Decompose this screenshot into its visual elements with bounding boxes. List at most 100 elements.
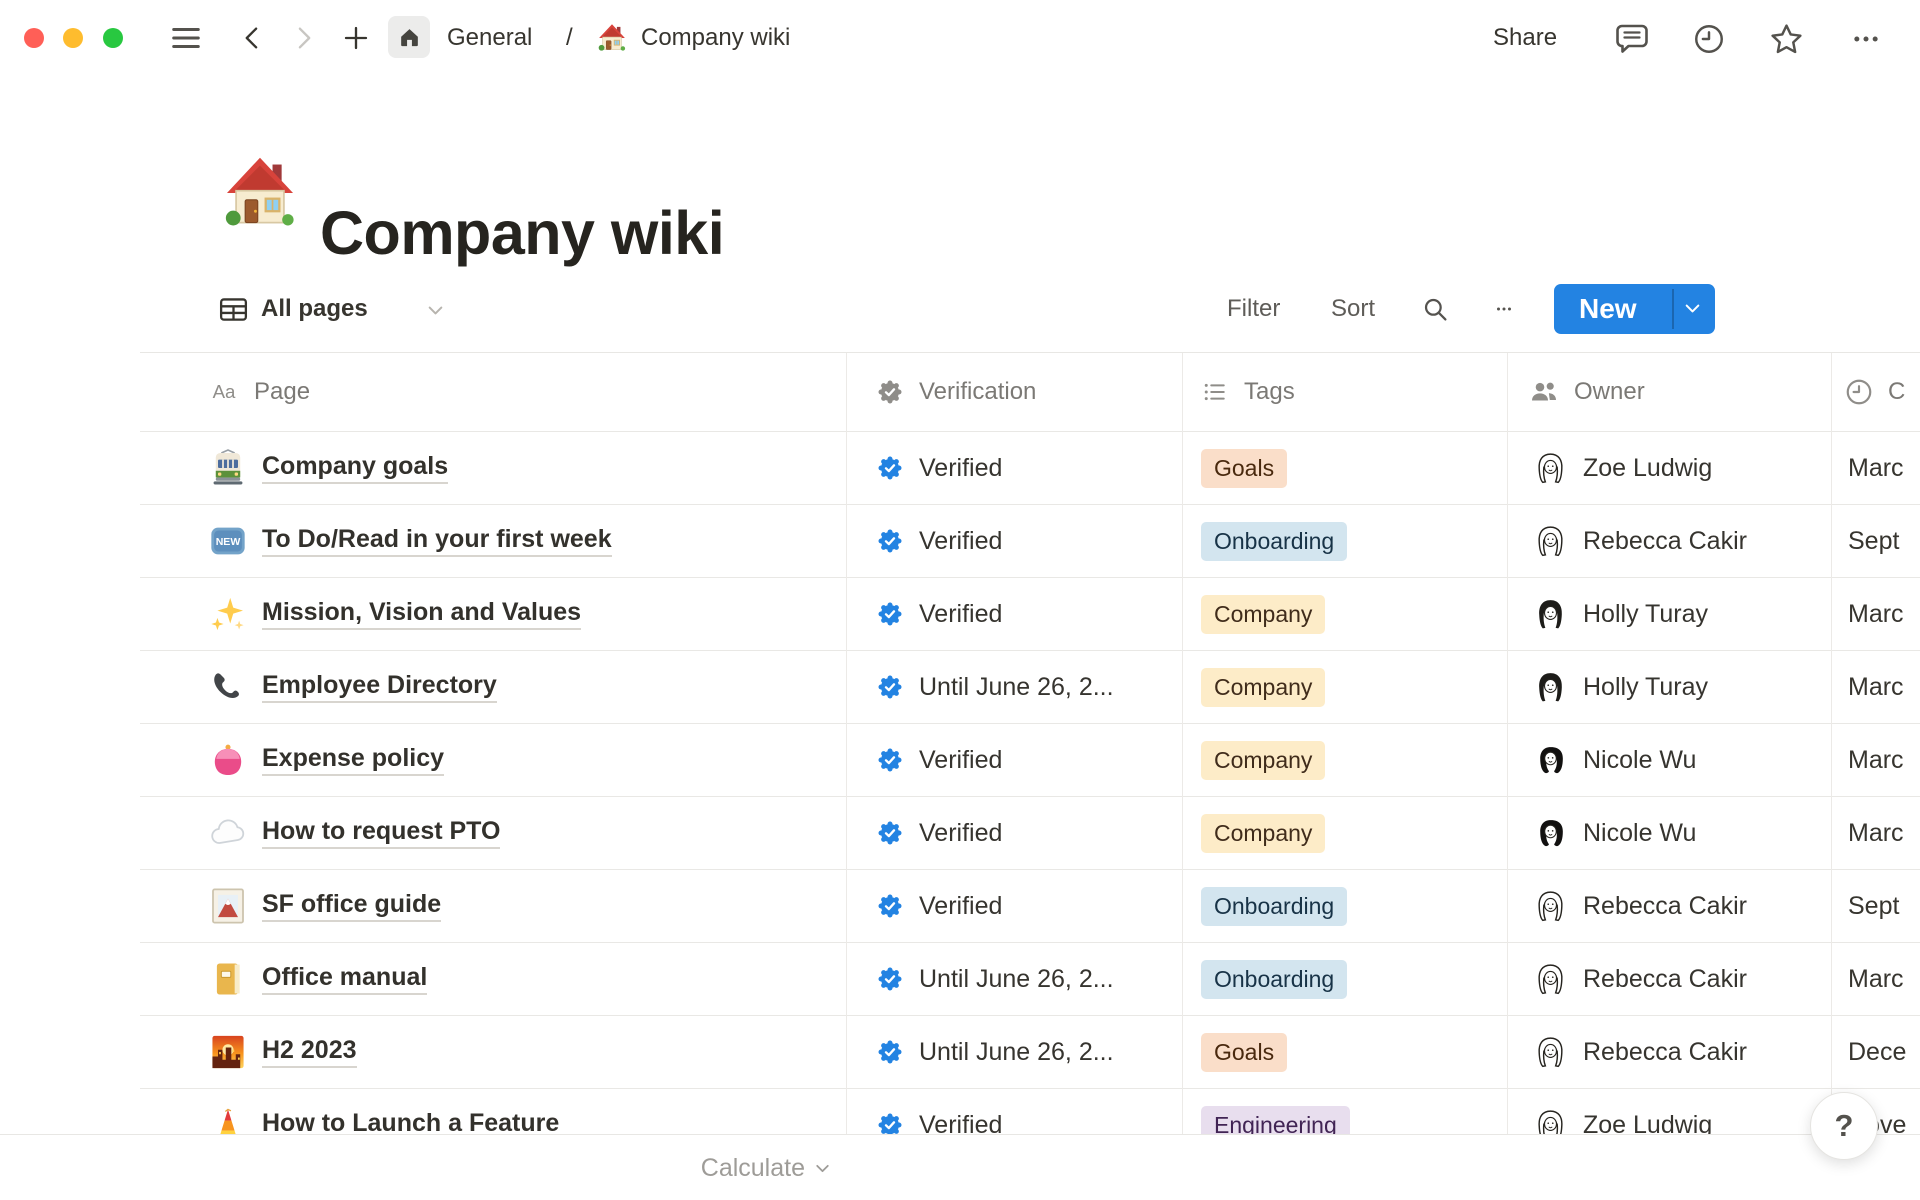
owner-cell[interactable]: Zoe Ludwig — [1532, 1089, 1712, 1135]
traffic-light-close[interactable] — [24, 28, 44, 48]
page-cell[interactable]: Mission, Vision and Values — [208, 578, 582, 650]
owner-cell[interactable]: Holly Turay — [1532, 578, 1708, 650]
page-cell[interactable]: H2 2023 — [208, 1016, 357, 1088]
tag-pill[interactable]: Company — [1201, 813, 1326, 853]
share-button[interactable]: Share — [1493, 24, 1558, 51]
owner-cell[interactable]: Zoe Ludwig — [1532, 432, 1712, 504]
comment-icon[interactable] — [1613, 20, 1651, 56]
tag-pill[interactable]: Company — [1201, 594, 1326, 634]
created-cell[interactable]: Dece — [1848, 1037, 1907, 1066]
verification-cell[interactable]: Verified — [875, 432, 1002, 504]
new-button[interactable]: New — [1554, 284, 1715, 334]
back-icon[interactable] — [238, 22, 268, 54]
tags-cell[interactable]: Onboarding — [1201, 943, 1348, 1015]
created-cell[interactable]: Marc — [1848, 672, 1904, 701]
tags-cell[interactable]: Goals — [1201, 432, 1288, 504]
owner-cell[interactable]: Rebecca Cakir — [1532, 1016, 1747, 1088]
page-title[interactable]: Company wiki — [320, 198, 725, 267]
column-header-verification[interactable]: Verification — [875, 353, 1036, 431]
page-title-link[interactable]: Office manual — [262, 963, 428, 995]
page-cell[interactable]: SF office guide — [208, 870, 442, 942]
history-clock-icon[interactable] — [1691, 21, 1727, 57]
created-cell[interactable]: Marc — [1848, 599, 1904, 628]
tag-pill[interactable]: Goals — [1201, 1032, 1288, 1072]
tag-pill[interactable]: Company — [1201, 667, 1326, 707]
verification-cell[interactable]: Verified — [875, 1089, 1002, 1135]
table-row[interactable]: How to Launch a Feature Verified Enginee… — [140, 1089, 1920, 1135]
more-ellipsis-icon[interactable] — [1482, 300, 1526, 318]
page-title-link[interactable]: How to Launch a Feature — [262, 1109, 559, 1135]
home-icon[interactable] — [388, 16, 430, 58]
tags-cell[interactable]: Onboarding — [1201, 505, 1348, 577]
tags-cell[interactable]: Engineering — [1201, 1089, 1350, 1135]
verification-cell[interactable]: Verified — [875, 870, 1002, 942]
table-row[interactable]: SF office guide Verified Onboarding Rebe… — [140, 870, 1920, 943]
page-title-link[interactable]: Expense policy — [262, 744, 445, 776]
tags-cell[interactable]: Company — [1201, 724, 1326, 796]
table-row[interactable]: Employee Directory Until June 26, 2... C… — [140, 651, 1920, 724]
table-row[interactable]: Expense policy Verified Company Nicole W… — [140, 724, 1920, 797]
column-header-page[interactable]: Page — [208, 353, 310, 431]
tag-pill[interactable]: Company — [1201, 740, 1326, 780]
column-header-owner[interactable]: Owner — [1528, 353, 1645, 431]
table-row[interactable]: Office manual Until June 26, 2... Onboar… — [140, 943, 1920, 1016]
table-row[interactable]: Mission, Vision and Values Verified Comp… — [140, 578, 1920, 651]
page-title-link[interactable]: Employee Directory — [262, 671, 497, 703]
breadcrumb-page[interactable]: Company wiki — [641, 24, 791, 51]
view-tab-all-pages[interactable]: All pages — [261, 295, 368, 322]
page-title-link[interactable]: Company goals — [262, 452, 449, 484]
page-title-link[interactable]: How to request PTO — [262, 817, 501, 849]
page-title-link[interactable]: H2 2023 — [262, 1036, 357, 1068]
owner-cell[interactable]: Nicole Wu — [1532, 724, 1696, 796]
breadcrumb-teamspace[interactable]: General — [447, 24, 533, 51]
tag-pill[interactable]: Onboarding — [1201, 959, 1348, 999]
column-header-created[interactable]: C — [1844, 353, 1905, 431]
star-favorite-icon[interactable] — [1767, 20, 1805, 58]
created-cell[interactable]: Sept — [1848, 526, 1900, 555]
verification-cell[interactable]: Verified — [875, 578, 1002, 650]
owner-cell[interactable]: Rebecca Cakir — [1532, 870, 1747, 942]
tags-cell[interactable]: Company — [1201, 651, 1326, 723]
help-button[interactable]: ? — [1810, 1092, 1878, 1160]
table-row[interactable]: Company goals Verified Goals Zoe Ludwig … — [140, 432, 1920, 505]
forward-icon[interactable] — [288, 22, 318, 54]
verification-cell[interactable]: Verified — [875, 797, 1002, 869]
more-ellipsis-icon[interactable] — [1845, 24, 1887, 54]
page-cell[interactable]: Office manual — [208, 943, 428, 1015]
table-row[interactable]: How to request PTO Verified Company Nico… — [140, 797, 1920, 870]
page-cell[interactable]: Company goals — [208, 432, 449, 504]
calculate-button[interactable]: Calculate — [140, 1135, 832, 1200]
page-title-link[interactable]: To Do/Read in your first week — [262, 525, 612, 557]
tag-pill[interactable]: Engineering — [1201, 1105, 1350, 1135]
owner-cell[interactable]: Rebecca Cakir — [1532, 943, 1747, 1015]
created-cell[interactable]: Marc — [1848, 745, 1904, 774]
created-cell[interactable]: Marc — [1848, 818, 1904, 847]
page-cell[interactable]: How to Launch a Feature — [208, 1089, 559, 1135]
tag-pill[interactable]: Onboarding — [1201, 521, 1348, 561]
page-cell[interactable]: Employee Directory — [208, 651, 497, 723]
tag-pill[interactable]: Goals — [1201, 448, 1288, 488]
house-emoji[interactable] — [219, 152, 301, 234]
traffic-light-minimize[interactable] — [63, 28, 83, 48]
page-cell[interactable]: To Do/Read in your first week — [208, 505, 612, 577]
chevron-down-icon[interactable] — [424, 299, 446, 321]
tags-cell[interactable]: Goals — [1201, 1016, 1288, 1088]
owner-cell[interactable]: Nicole Wu — [1532, 797, 1696, 869]
tag-pill[interactable]: Onboarding — [1201, 886, 1348, 926]
traffic-light-zoom[interactable] — [103, 28, 123, 48]
page-title-link[interactable]: SF office guide — [262, 890, 442, 922]
verification-cell[interactable]: Until June 26, 2... — [875, 651, 1114, 723]
tags-cell[interactable]: Onboarding — [1201, 870, 1348, 942]
sort-button[interactable]: Sort — [1331, 295, 1376, 322]
page-cell[interactable]: How to request PTO — [208, 797, 501, 869]
created-cell[interactable]: Marc — [1848, 964, 1904, 993]
verification-cell[interactable]: Until June 26, 2... — [875, 943, 1114, 1015]
tags-cell[interactable]: Company — [1201, 578, 1326, 650]
filter-button[interactable]: Filter — [1227, 295, 1281, 322]
verification-cell[interactable]: Verified — [875, 505, 1002, 577]
plus-new-page-icon[interactable] — [340, 22, 372, 54]
verification-cell[interactable]: Until June 26, 2... — [875, 1016, 1114, 1088]
owner-cell[interactable]: Holly Turay — [1532, 651, 1708, 723]
tags-cell[interactable]: Company — [1201, 797, 1326, 869]
created-cell[interactable]: Marc — [1848, 453, 1904, 482]
